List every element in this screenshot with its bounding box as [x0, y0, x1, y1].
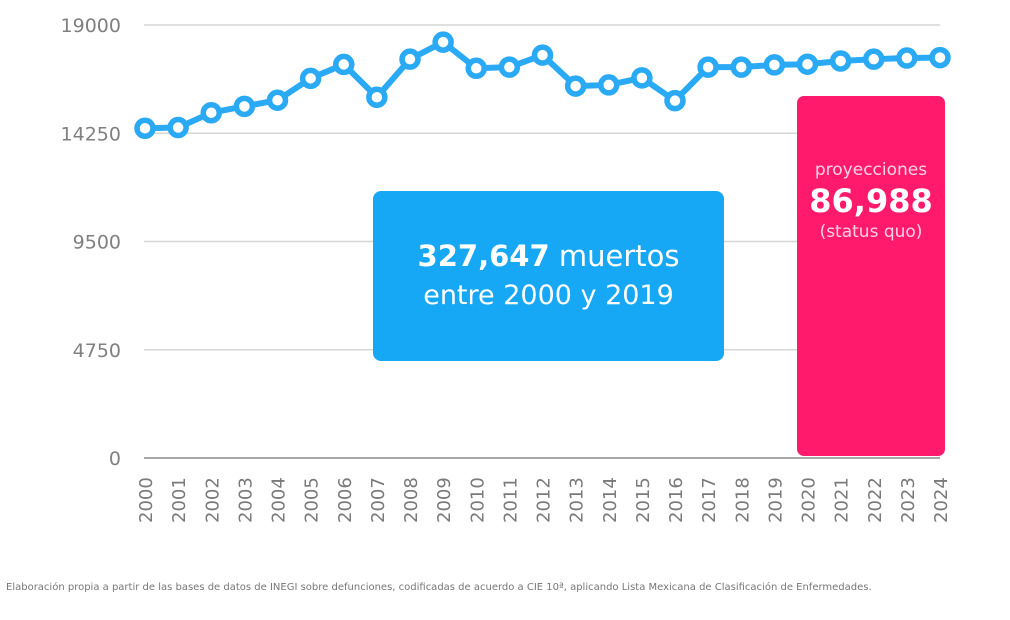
x-tick-label: 2023 — [898, 477, 919, 523]
x-tick-label: 2012 — [534, 477, 555, 523]
series-muertos — [134, 31, 951, 139]
x-tick-label: 2021 — [832, 477, 853, 523]
x-tick-label: 2007 — [368, 477, 389, 523]
x-tick-label: 2014 — [600, 477, 621, 523]
data-point — [929, 46, 951, 69]
x-tick-label: 2002 — [202, 477, 223, 523]
historic-total-box: 327,647 muertos entre 2000 y 2019 — [373, 191, 724, 361]
x-tick-label: 2009 — [434, 477, 455, 523]
data-point — [730, 56, 752, 78]
projection-note: (status quo) — [819, 222, 923, 242]
y-tick-label: 4750 — [73, 340, 121, 362]
x-tick-label: 2024 — [931, 477, 952, 523]
data-point — [498, 56, 521, 78]
data-point — [167, 116, 189, 139]
data-point — [664, 89, 686, 112]
data-point — [432, 31, 454, 53]
y-axis-ticks: 19000 14250 9500 4750 0 — [61, 15, 121, 470]
data-point — [200, 101, 222, 124]
data-point — [863, 48, 885, 70]
projection-box: proyecciones 86,988 (status quo) — [797, 96, 945, 456]
data-point — [697, 56, 719, 78]
historic-total-unit: muertos — [558, 239, 680, 273]
x-tick-label: 2003 — [235, 477, 256, 523]
projection-number: 86,988 — [809, 182, 933, 220]
y-tick-label: 19000 — [61, 15, 121, 37]
x-axis-ticks: 2000 2001 2002 2003 2004 2005 2006 2007 2008 2009… — [136, 477, 952, 523]
x-tick-label: 2016 — [666, 477, 687, 523]
data-point — [763, 54, 786, 76]
data-point — [299, 67, 322, 90]
x-tick-label: 2005 — [302, 477, 323, 523]
x-tick-label: 2015 — [633, 477, 654, 523]
data-point — [366, 86, 388, 108]
data-point — [531, 44, 554, 66]
data-point — [829, 50, 852, 72]
data-point — [896, 47, 918, 69]
x-tick-label: 2011 — [500, 477, 521, 523]
historic-range-text: entre 2000 y 2019 — [423, 280, 674, 311]
x-tick-label: 2008 — [401, 477, 422, 523]
y-tick-label: 0 — [109, 448, 121, 470]
x-tick-label: 2020 — [799, 477, 820, 523]
y-tick-label: 14250 — [61, 123, 121, 145]
data-point — [598, 74, 620, 96]
x-tick-label: 2004 — [269, 477, 290, 523]
x-tick-label: 2013 — [567, 477, 588, 523]
y-tick-label: 9500 — [73, 232, 121, 254]
data-point — [399, 48, 421, 70]
x-tick-label: 2017 — [699, 477, 720, 523]
x-tick-label: 2000 — [136, 477, 157, 523]
x-tick-label: 2022 — [865, 477, 886, 523]
data-point — [465, 57, 487, 80]
data-point — [631, 67, 653, 89]
x-tick-label: 2018 — [732, 477, 753, 523]
projection-label: proyecciones — [814, 160, 928, 180]
data-point — [333, 53, 355, 76]
x-tick-label: 2019 — [765, 477, 786, 523]
data-point — [266, 89, 289, 111]
data-point — [796, 53, 819, 75]
x-tick-label: 2010 — [467, 477, 488, 523]
data-point — [564, 75, 587, 97]
x-tick-label: 2006 — [335, 477, 356, 523]
source-footnote: Elaboración propia a partir de las bases… — [6, 582, 872, 593]
x-tick-label: 2001 — [169, 477, 190, 523]
data-point — [233, 95, 256, 118]
data-point — [134, 117, 156, 139]
line-chart: 19000 14250 9500 4750 0 2000 2001 2002 2003 2004… — [61, 15, 952, 523]
historic-total-number: 327,647 — [417, 239, 550, 273]
